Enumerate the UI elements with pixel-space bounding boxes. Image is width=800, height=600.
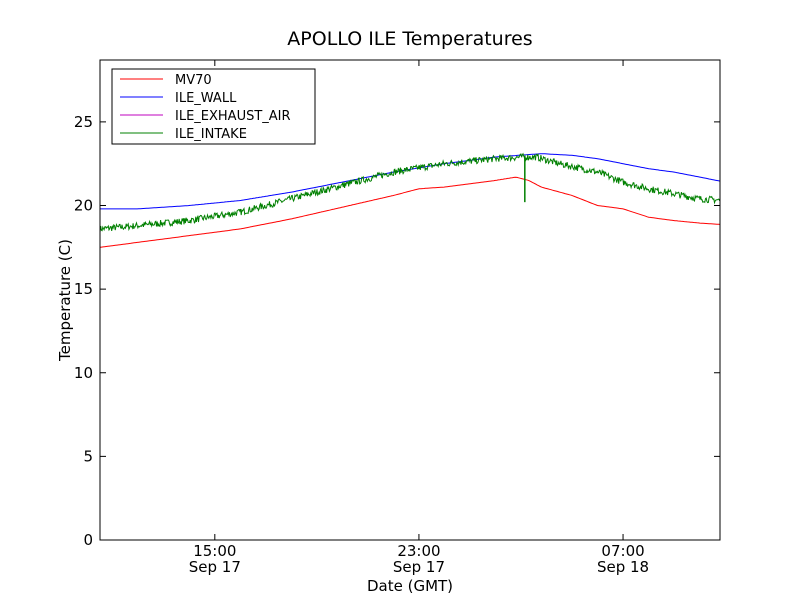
x-tick-date-label: Sep 18: [597, 558, 649, 576]
plot-frame: [99, 59, 721, 541]
legend-label: ILE_INTAKE: [175, 127, 247, 142]
legend-label: ILE_EXHAUST_AIR: [175, 109, 291, 124]
legend-label: MV70: [175, 73, 212, 88]
series-line-ile-intake: [100, 152, 720, 233]
legend-label: ILE_WALL: [175, 91, 237, 106]
x-tick-date-label: Sep 17: [189, 558, 241, 576]
x-axis-label: Date (GMT): [367, 577, 453, 595]
y-tick-label: 25: [74, 113, 93, 131]
y-axis-label: Temperature (C): [56, 239, 74, 362]
y-tick-label: 5: [83, 447, 93, 465]
y-tick-label: 15: [74, 280, 93, 298]
x-tick-time-label: 15:00: [193, 542, 236, 560]
x-tick-date-label: Sep 17: [393, 558, 445, 576]
y-tick-label: 20: [74, 197, 93, 215]
series-layer: [100, 152, 720, 248]
y-tick-label: 0: [83, 531, 93, 549]
legend: MV70 ILE_WALL ILE_EXHAUST_AIR ILE_INTAKE: [111, 68, 316, 145]
x-tick-time-label: 23:00: [397, 542, 440, 560]
chart-title: APOLLO ILE Temperatures: [287, 28, 532, 50]
y-axis-ticks: 0 5 10 15 20 25: [74, 113, 720, 549]
series-line-mv70: [100, 176, 720, 248]
x-tick-time-label: 07:00: [601, 542, 644, 560]
legend-box: [111, 68, 316, 145]
y-tick-label: 10: [74, 364, 93, 382]
